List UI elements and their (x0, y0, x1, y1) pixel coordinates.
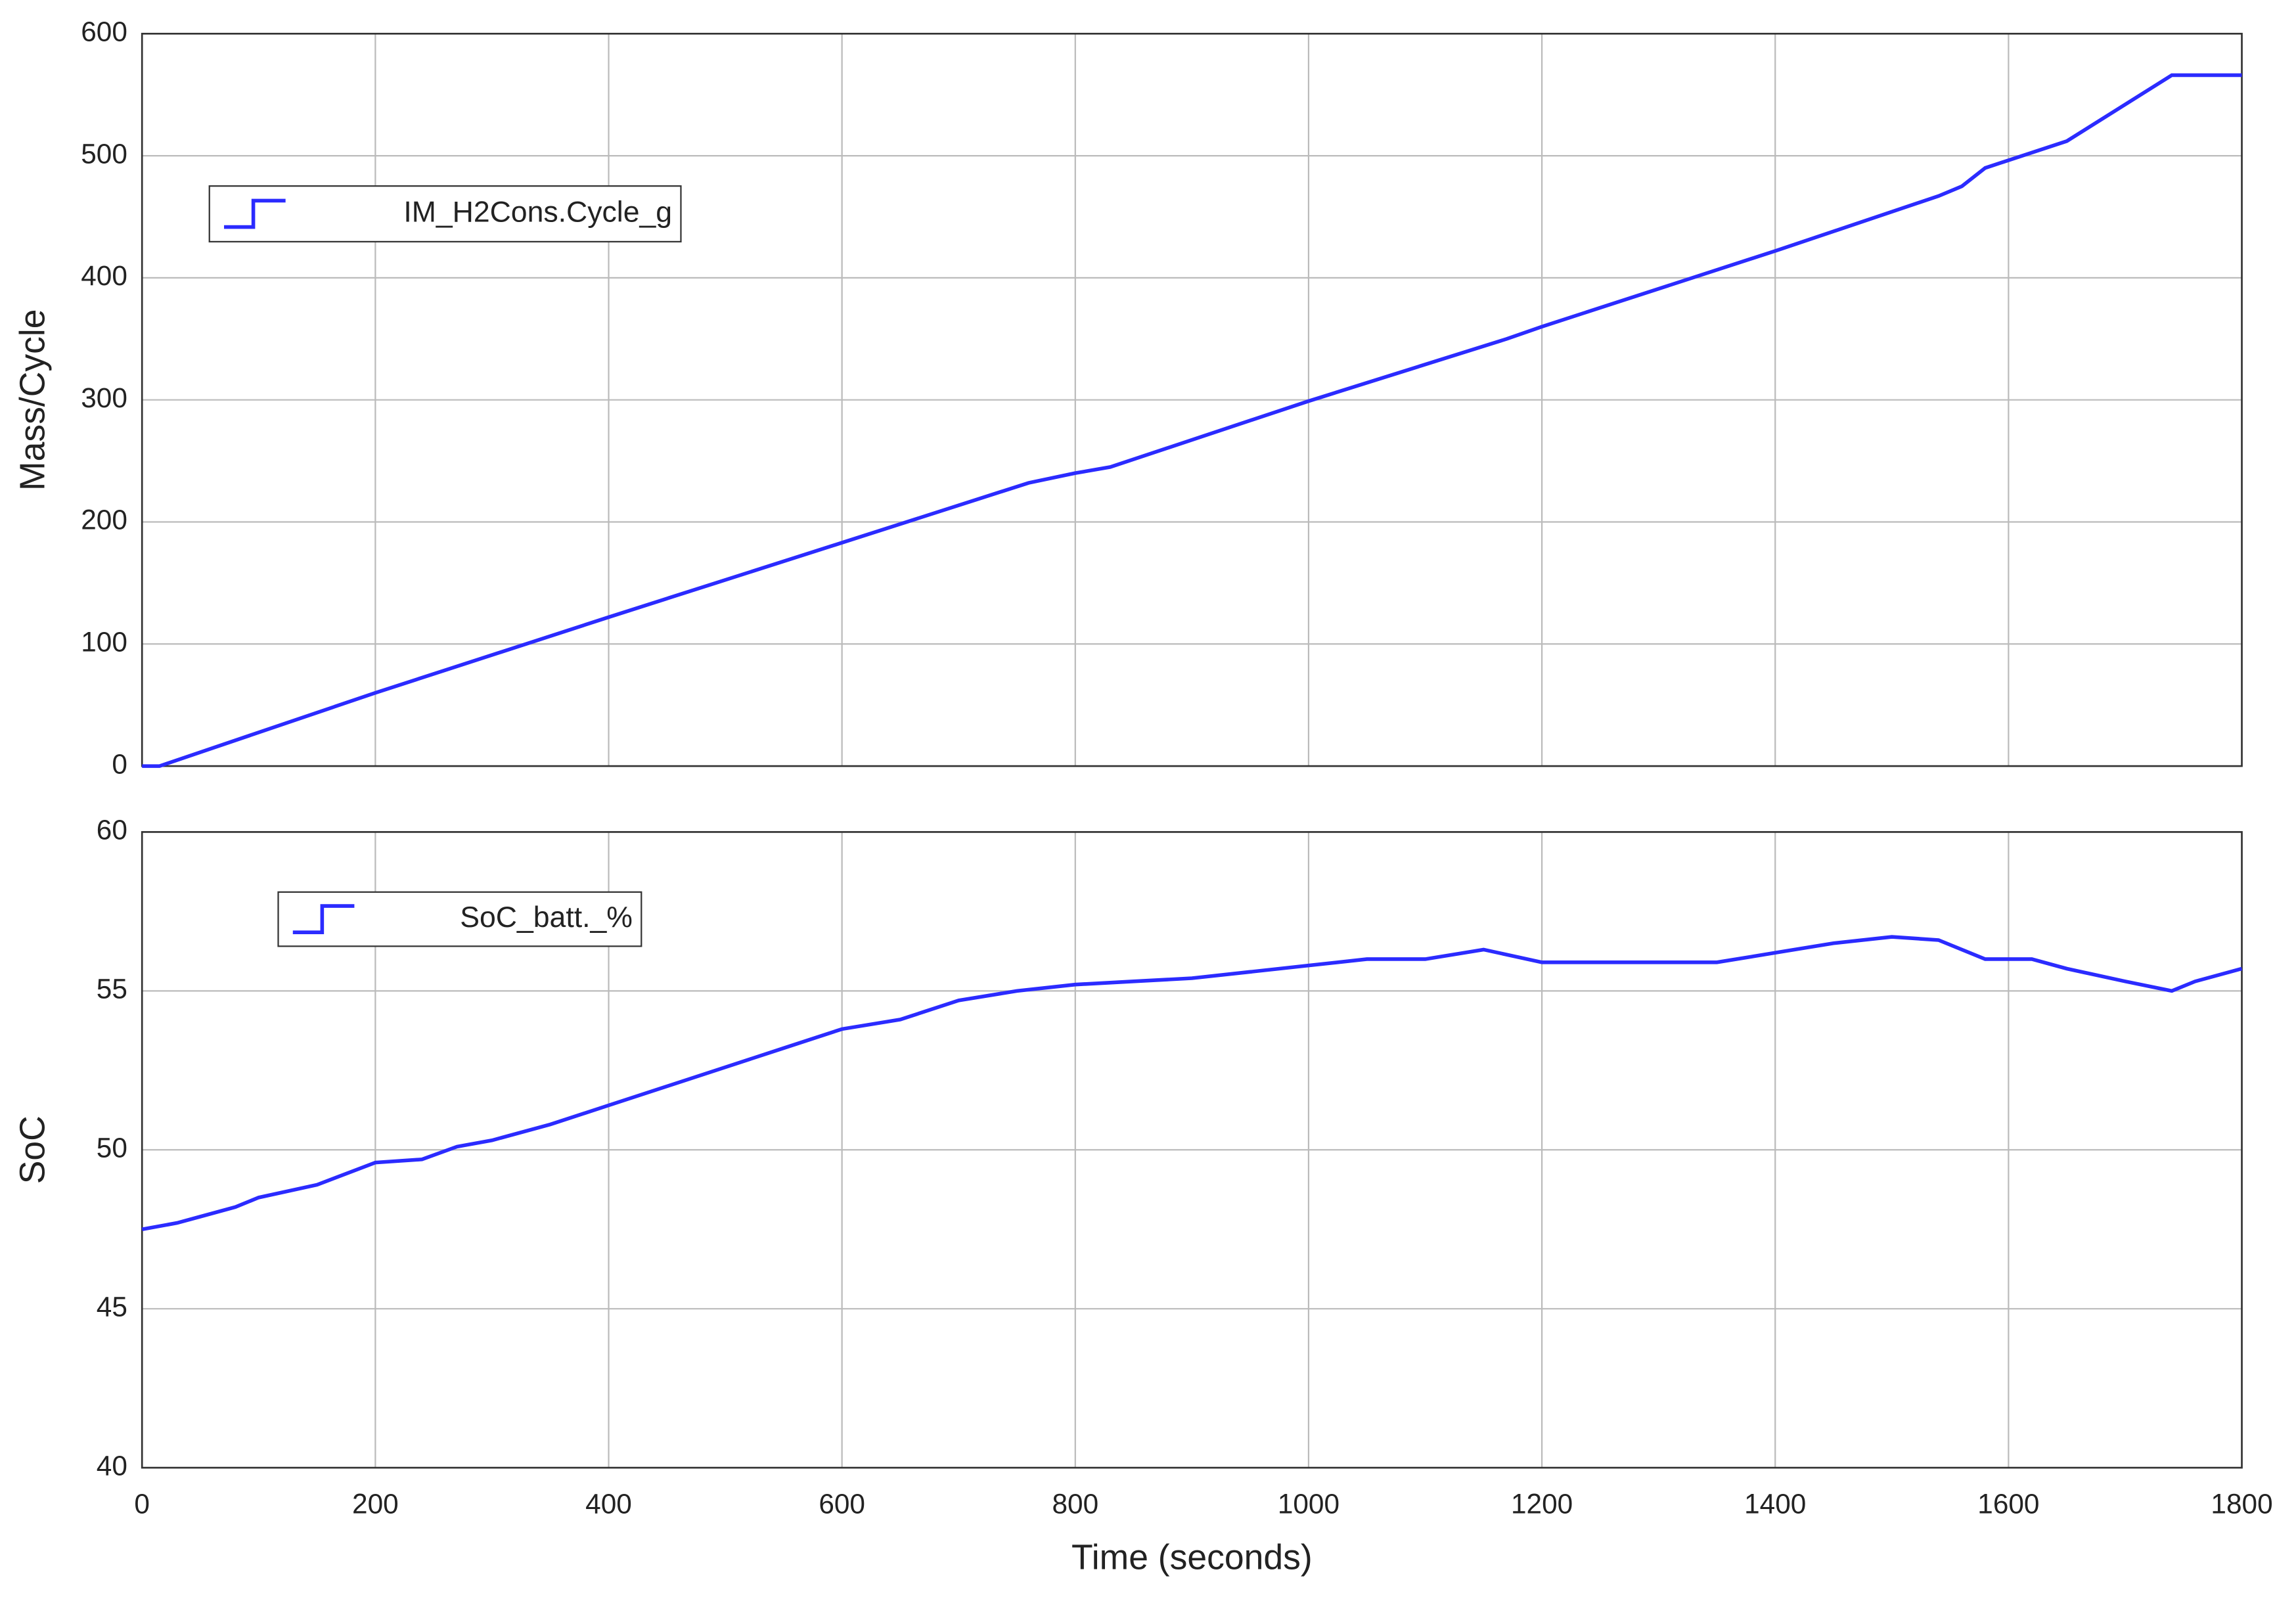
y-tick-label: 40 (97, 1450, 127, 1481)
x-tick-label: 200 (352, 1488, 399, 1519)
legend-label: IM_H2Cons.Cycle_g (403, 196, 672, 228)
legend-box (277, 891, 642, 947)
x-tick-label: 0 (134, 1488, 150, 1519)
data-line (141, 935, 2243, 1231)
plot-frame (141, 32, 2243, 767)
legend: SoC_batt._% (277, 891, 642, 947)
x-axis-label: Time (seconds) (1071, 1539, 1313, 1577)
legend: IM_H2Cons.Cycle_g (208, 185, 682, 243)
x-tick-label: 400 (585, 1488, 632, 1519)
y-tick-label: 0 (112, 748, 127, 779)
x-tick-label: 600 (819, 1488, 865, 1519)
data-line (142, 73, 2242, 768)
y-tick-label: 55 (97, 974, 127, 1004)
legend-box (208, 185, 682, 243)
y-tick-label: 600 (81, 16, 127, 47)
x-tick-label: 1600 (1977, 1488, 2039, 1519)
y-tick-label: 300 (81, 382, 127, 413)
x-tick-label: 1400 (1744, 1488, 1806, 1519)
x-tick-label: 1000 (1278, 1488, 1339, 1519)
legend-swatch (292, 904, 355, 934)
plot-frame (141, 831, 2243, 1469)
y-tick-label: 100 (81, 626, 127, 657)
y-tick-label: 45 (97, 1291, 127, 1322)
x-tick-label: 1200 (1511, 1488, 1573, 1519)
y-axis-label: Mass/Cycle (14, 309, 53, 491)
x-tick-label: 800 (1052, 1488, 1098, 1519)
y-tick-label: 60 (97, 815, 127, 846)
legend-swatch (224, 198, 286, 229)
legend-label: SoC_batt._% (460, 901, 633, 934)
x-tick-label: 1800 (2211, 1488, 2272, 1519)
y-tick-label: 200 (81, 505, 127, 535)
y-tick-label: 500 (81, 138, 127, 169)
y-tick-label: 400 (81, 260, 127, 291)
y-tick-label: 50 (97, 1132, 127, 1163)
y-axis-label: SoC (14, 1116, 53, 1184)
